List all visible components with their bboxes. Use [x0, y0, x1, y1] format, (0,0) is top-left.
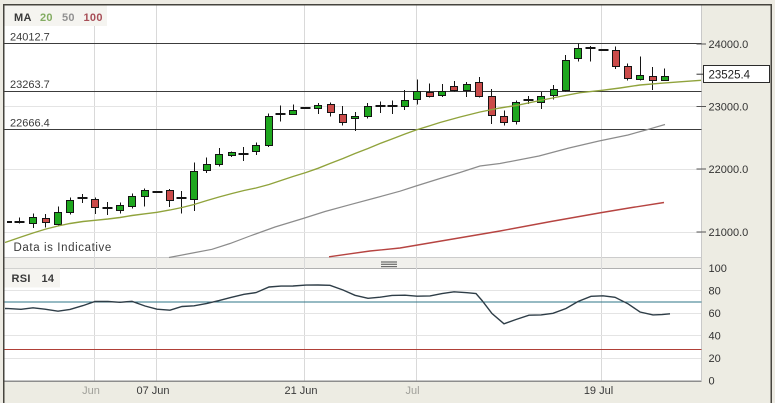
svg-text:50: 50 [62, 12, 75, 24]
svg-text:Data is Indicative: Data is Indicative [14, 242, 112, 254]
svg-text:20: 20 [40, 12, 53, 24]
svg-text:23525.4: 23525.4 [709, 70, 751, 82]
svg-text:0: 0 [709, 376, 715, 388]
svg-text:24012.7: 24012.7 [10, 32, 50, 44]
svg-text:100: 100 [709, 263, 727, 275]
svg-text:Jun: Jun [82, 385, 100, 397]
svg-text:Jul: Jul [405, 385, 419, 397]
svg-text:40: 40 [709, 331, 721, 343]
svg-text:MA: MA [14, 12, 32, 24]
svg-text:07 Jun: 07 Jun [136, 385, 169, 397]
svg-text:100: 100 [84, 12, 103, 24]
svg-text:22000.0: 22000.0 [709, 164, 749, 176]
svg-text:20: 20 [709, 353, 721, 365]
svg-text:14: 14 [42, 273, 55, 285]
svg-text:80: 80 [709, 286, 721, 298]
svg-text:21 Jun: 21 Jun [284, 385, 317, 397]
svg-text:19 Jul: 19 Jul [584, 385, 613, 397]
svg-text:RSI: RSI [12, 273, 31, 285]
svg-text:23000.0: 23000.0 [709, 102, 749, 114]
svg-text:24000.0: 24000.0 [709, 39, 749, 51]
svg-text:21000.0: 21000.0 [709, 227, 749, 239]
svg-text:23263.7: 23263.7 [10, 79, 50, 91]
svg-text:60: 60 [709, 308, 721, 320]
svg-text:22666.4: 22666.4 [10, 118, 50, 130]
